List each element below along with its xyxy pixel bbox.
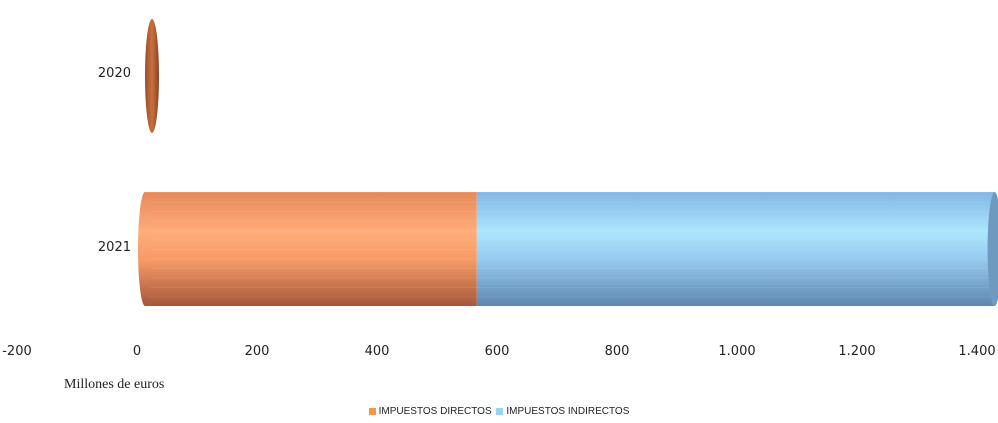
legend-swatch-directos	[368, 408, 376, 415]
category-label: 2021	[98, 240, 131, 255]
x-axis-tick-labels: -200 0 200 400 600 800 1.000 1.200 1.400	[2, 344, 995, 359]
bars-layer	[138, 19, 998, 306]
x-tick-label: 400	[365, 344, 390, 359]
bar-end-cap	[987, 192, 998, 306]
x-tick-label: -200	[2, 344, 32, 359]
legend: IMPUESTOS DIRECTOS IMPUESTOS INDIRECTOS	[0, 406, 998, 418]
x-tick-label: 0	[133, 344, 141, 359]
x-tick-label: 800	[605, 344, 630, 359]
legend-item-indirectos: IMPUESTOS INDIRECTOS	[496, 406, 629, 417]
x-tick-label: 600	[485, 344, 510, 359]
bar-segment-impuestos-directos	[145, 19, 159, 133]
x-tick-label: 1.400	[958, 344, 995, 359]
legend-label-directos: IMPUESTOS DIRECTOS	[378, 406, 492, 417]
legend-item-directos: IMPUESTOS DIRECTOS	[368, 406, 492, 417]
x-tick-label: 200	[245, 344, 270, 359]
bar-segment-impuestos-indirectos	[476, 192, 995, 306]
x-axis-label: Millones de euros	[64, 377, 165, 392]
x-tick-label: 1.200	[838, 344, 875, 359]
legend-swatch-indirectos	[496, 408, 504, 415]
category-label: 2020	[98, 66, 131, 81]
legend-label-indirectos: IMPUESTOS INDIRECTOS	[506, 406, 630, 417]
bar-segment-impuestos-directos	[138, 192, 477, 306]
x-tick-label: 1.000	[718, 344, 755, 359]
category-labels: 2020 2021	[98, 66, 131, 255]
